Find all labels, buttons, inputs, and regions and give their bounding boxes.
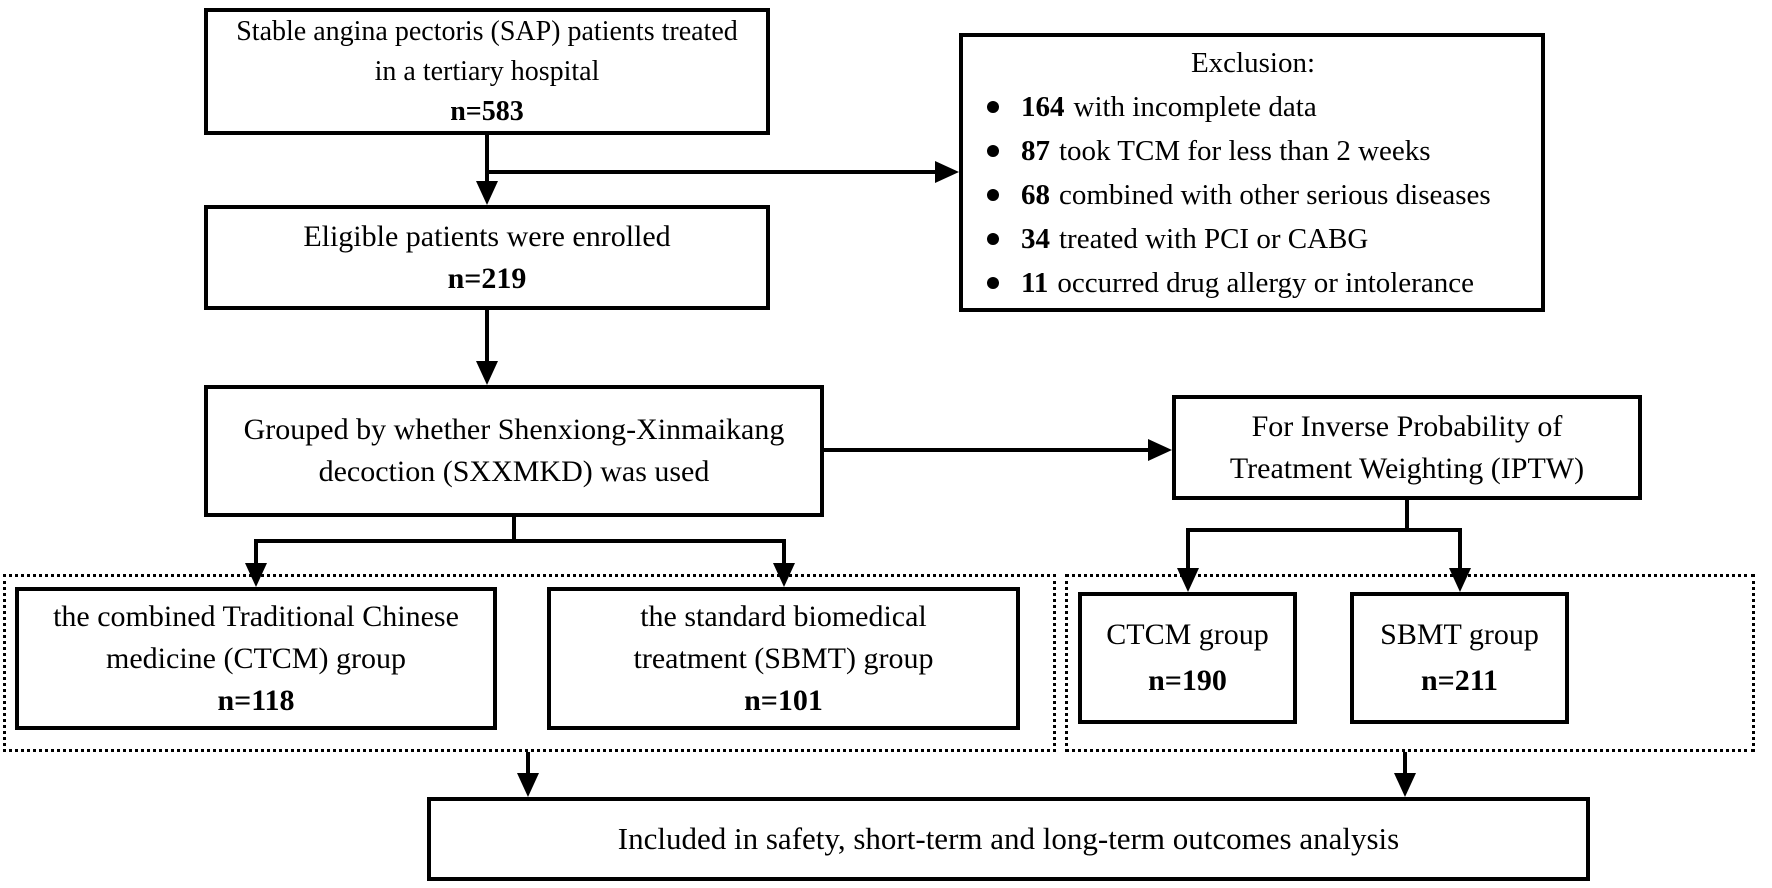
dashed-container-original-groups <box>3 574 1056 752</box>
connector-to-sbmt-iptw <box>1458 528 1462 570</box>
box-text: Stable angina pectoris (SAP) patients tr… <box>236 15 738 47</box>
bullet-icon <box>987 232 999 245</box>
connector-eligible-grouped <box>485 310 489 364</box>
bullet-icon <box>987 276 999 289</box>
box-text: the combined Traditional Chinese <box>53 599 459 633</box>
connector-grouped-distributor <box>254 539 786 543</box>
bullet-icon <box>987 100 999 113</box>
box-ctcm-group: the combined Traditional Chinese medicin… <box>15 587 497 730</box>
arrowhead-down-icon <box>245 563 267 587</box>
box-exclusion: Exclusion: 164 with incomplete data 87 t… <box>959 33 1545 312</box>
connector-left-outcome <box>526 752 530 775</box>
exclusion-count: 34 <box>1021 222 1050 255</box>
box-text: SBMT group <box>1380 618 1539 651</box>
arrowhead-down-icon <box>476 181 498 205</box>
box-text: Grouped by whether Shenxiong-Xinmaikang <box>243 413 785 446</box>
box-sap-patients: Stable angina pectoris (SAP) patients tr… <box>204 8 770 135</box>
exclusion-text: with incomplete data <box>1073 90 1317 123</box>
box-ctcm-iptw-group: CTCM group n=190 <box>1078 592 1297 724</box>
exclusion-item: 11 occurred drug allergy or intolerance <box>975 261 1531 305</box>
box-text: CTCM group <box>1106 618 1269 651</box>
box-grouped-sxxmkd: Grouped by whether Shenxiong-Xinmaikang … <box>204 385 824 517</box>
sample-size: n=118 <box>217 683 295 717</box>
box-text: decoction (SXXMKD) was used <box>318 455 710 488</box>
bullet-icon <box>987 144 999 157</box>
arrowhead-down-icon <box>476 361 498 385</box>
connector-to-sbmt <box>782 539 786 565</box>
exclusion-text: combined with other serious diseases <box>1059 178 1491 211</box>
box-iptw: For Inverse Probability of Treatment Wei… <box>1172 395 1642 500</box>
exclusion-item: 87 took TCM for less than 2 weeks <box>975 129 1531 173</box>
box-text: Treatment Weighting (IPTW) <box>1229 451 1585 485</box>
arrowhead-down-icon <box>1394 773 1416 797</box>
connector-grouped-iptw <box>824 448 1150 452</box>
box-text: For Inverse Probability of <box>1251 409 1563 443</box>
box-sbmt-group: the standard biomedical treatment (SBMT)… <box>547 587 1020 730</box>
box-eligible: Eligible patients were enrolled n=219 <box>204 205 770 310</box>
box-text: Eligible patients were enrolled <box>303 219 671 253</box>
exclusion-title: Exclusion: <box>1190 46 1316 79</box>
connector-to-ctcm <box>254 539 258 565</box>
exclusion-text: treated with PCI or CABG <box>1059 222 1369 255</box>
exclusion-count: 164 <box>1021 90 1065 123</box>
arrowhead-down-icon <box>1449 568 1471 592</box>
arrowhead-down-icon <box>773 563 795 587</box>
box-text: Included in safety, short-term and long-… <box>617 821 1400 856</box>
sample-size: n=190 <box>1148 664 1227 697</box>
sample-size: n=211 <box>1420 664 1499 697</box>
sample-size: n=219 <box>447 261 527 295</box>
box-text: in a tertiary hospital <box>374 55 600 87</box>
connector-sap-eligible <box>485 135 489 185</box>
box-text: treatment (SBMT) group <box>633 641 934 675</box>
connector-iptw-stub <box>1405 500 1409 530</box>
exclusion-text: occurred drug allergy or intolerance <box>1057 266 1474 299</box>
sample-size: n=101 <box>744 683 823 717</box>
arrowhead-down-icon <box>1177 568 1199 592</box>
exclusion-item: 34 treated with PCI or CABG <box>975 217 1531 261</box>
connector-grouped-stub <box>512 517 516 541</box>
box-outcome-analysis: Included in safety, short-term and long-… <box>427 797 1590 881</box>
connector-to-exclusion <box>487 170 938 174</box>
exclusion-count: 11 <box>1021 266 1049 299</box>
connector-iptw-distributor <box>1186 528 1462 532</box>
arrowhead-down-icon <box>517 773 539 797</box>
exclusion-text: took TCM for less than 2 weeks <box>1059 134 1431 167</box>
sample-size: n=583 <box>450 95 524 127</box>
bullet-icon <box>987 188 999 201</box>
exclusion-item: 68 combined with other serious diseases <box>975 173 1531 217</box>
box-text: the standard biomedical <box>640 599 927 633</box>
exclusion-count: 68 <box>1021 178 1050 211</box>
arrowhead-right-icon <box>935 161 959 183</box>
box-text: medicine (CTCM) group <box>106 641 406 675</box>
exclusion-item: 164 with incomplete data <box>975 85 1531 129</box>
exclusion-count: 87 <box>1021 134 1050 167</box>
box-sbmt-iptw-group: SBMT group n=211 <box>1350 592 1569 724</box>
connector-right-outcome <box>1403 752 1407 775</box>
connector-to-ctcm-iptw <box>1186 528 1190 570</box>
arrowhead-right-icon <box>1148 439 1172 461</box>
dashed-container-iptw-groups <box>1065 574 1755 752</box>
